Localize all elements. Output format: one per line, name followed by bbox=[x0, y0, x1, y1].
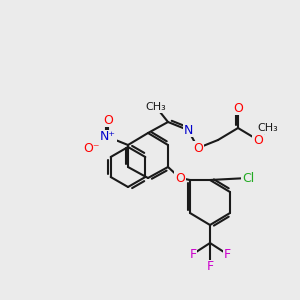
Text: O: O bbox=[233, 101, 243, 115]
Text: O: O bbox=[193, 142, 203, 154]
Text: O: O bbox=[253, 134, 263, 146]
Text: N: N bbox=[183, 124, 193, 136]
Text: O: O bbox=[175, 172, 185, 184]
Text: Cl: Cl bbox=[242, 172, 254, 184]
Text: CH₃: CH₃ bbox=[258, 123, 278, 133]
Text: F: F bbox=[206, 260, 214, 274]
Text: F: F bbox=[224, 248, 231, 260]
Text: O: O bbox=[103, 113, 113, 127]
Text: CH₃: CH₃ bbox=[146, 102, 167, 112]
Text: O⁻: O⁻ bbox=[84, 142, 100, 154]
Text: F: F bbox=[189, 248, 197, 260]
Text: N⁺: N⁺ bbox=[100, 130, 116, 143]
